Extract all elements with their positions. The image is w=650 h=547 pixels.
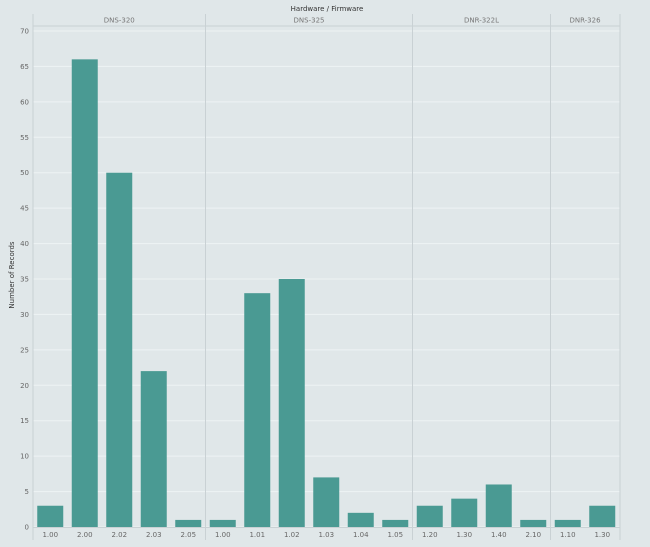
bar[interactable] (209, 519, 236, 527)
y-tick-label: 40 (20, 240, 29, 248)
panel-frame (32, 14, 621, 540)
x-tick-label: 1.04 (353, 531, 369, 539)
x-tick-label: 1.20 (422, 531, 438, 539)
x-tick-label: 1.30 (456, 531, 472, 539)
x-tick-label: 1.00 (215, 531, 231, 539)
x-tick-label: 2.03 (146, 531, 162, 539)
y-tick-label: 20 (20, 382, 29, 390)
y-tick-label: 5 (25, 488, 29, 496)
y-tick-label: 30 (20, 311, 29, 319)
bar[interactable] (244, 293, 271, 527)
bar[interactable] (451, 498, 478, 527)
group-label: DNR-326 (569, 17, 601, 25)
y-tick-label: 50 (20, 169, 29, 177)
bar[interactable] (485, 484, 512, 527)
group-label: DNS-325 (294, 17, 325, 25)
x-tick-label: 1.03 (318, 531, 334, 539)
y-tick-label: 35 (20, 276, 29, 284)
bar[interactable] (554, 519, 581, 527)
x-tick-label: 1.10 (560, 531, 576, 539)
y-axis-title: Number of Records (8, 241, 16, 309)
group-label: DNS-320 (104, 17, 135, 25)
x-tick-label: 1.02 (284, 531, 300, 539)
bar[interactable] (347, 512, 374, 527)
bar[interactable] (37, 505, 64, 527)
y-tick-label: 60 (20, 98, 29, 106)
labels: 0 5 10 15 20 25 30 35 40 45 50 55 60 65 70 DNS-320 1.00 2… (20, 17, 610, 540)
x-tick-label: 1.00 (42, 531, 58, 539)
y-tick-label: 10 (20, 453, 29, 461)
x-tick-label: 1.01 (249, 531, 265, 539)
y-tick-label: 45 (20, 205, 29, 213)
y-tick-label: 25 (20, 346, 29, 354)
x-tick-label: 2.02 (111, 531, 127, 539)
bar[interactable] (589, 505, 616, 527)
x-tick-label: 1.40 (491, 531, 507, 539)
bar[interactable] (106, 172, 133, 527)
x-tick-label: 2.05 (180, 531, 196, 539)
chart-title: Hardware / Firmware (291, 5, 364, 13)
y-tick-label: 65 (20, 63, 29, 71)
bar[interactable] (278, 279, 305, 527)
x-tick-label: 2.10 (525, 531, 541, 539)
bar[interactable] (382, 519, 409, 527)
y-tick-label: 0 (25, 524, 29, 532)
bar[interactable] (416, 505, 443, 527)
bars (37, 59, 616, 527)
bar[interactable] (71, 59, 98, 527)
bar[interactable] (313, 477, 340, 527)
group-label: DNR-322L (464, 17, 499, 25)
y-tick-label: 70 (20, 28, 29, 36)
x-tick-label: 1.05 (387, 531, 403, 539)
y-tick-label: 15 (20, 417, 29, 425)
bar[interactable] (175, 519, 202, 527)
x-tick-label: 2.00 (77, 531, 93, 539)
x-tick-label: 1.30 (594, 531, 610, 539)
bar[interactable] (140, 371, 167, 527)
bar[interactable] (520, 519, 547, 527)
y-tick-label: 55 (20, 134, 29, 142)
